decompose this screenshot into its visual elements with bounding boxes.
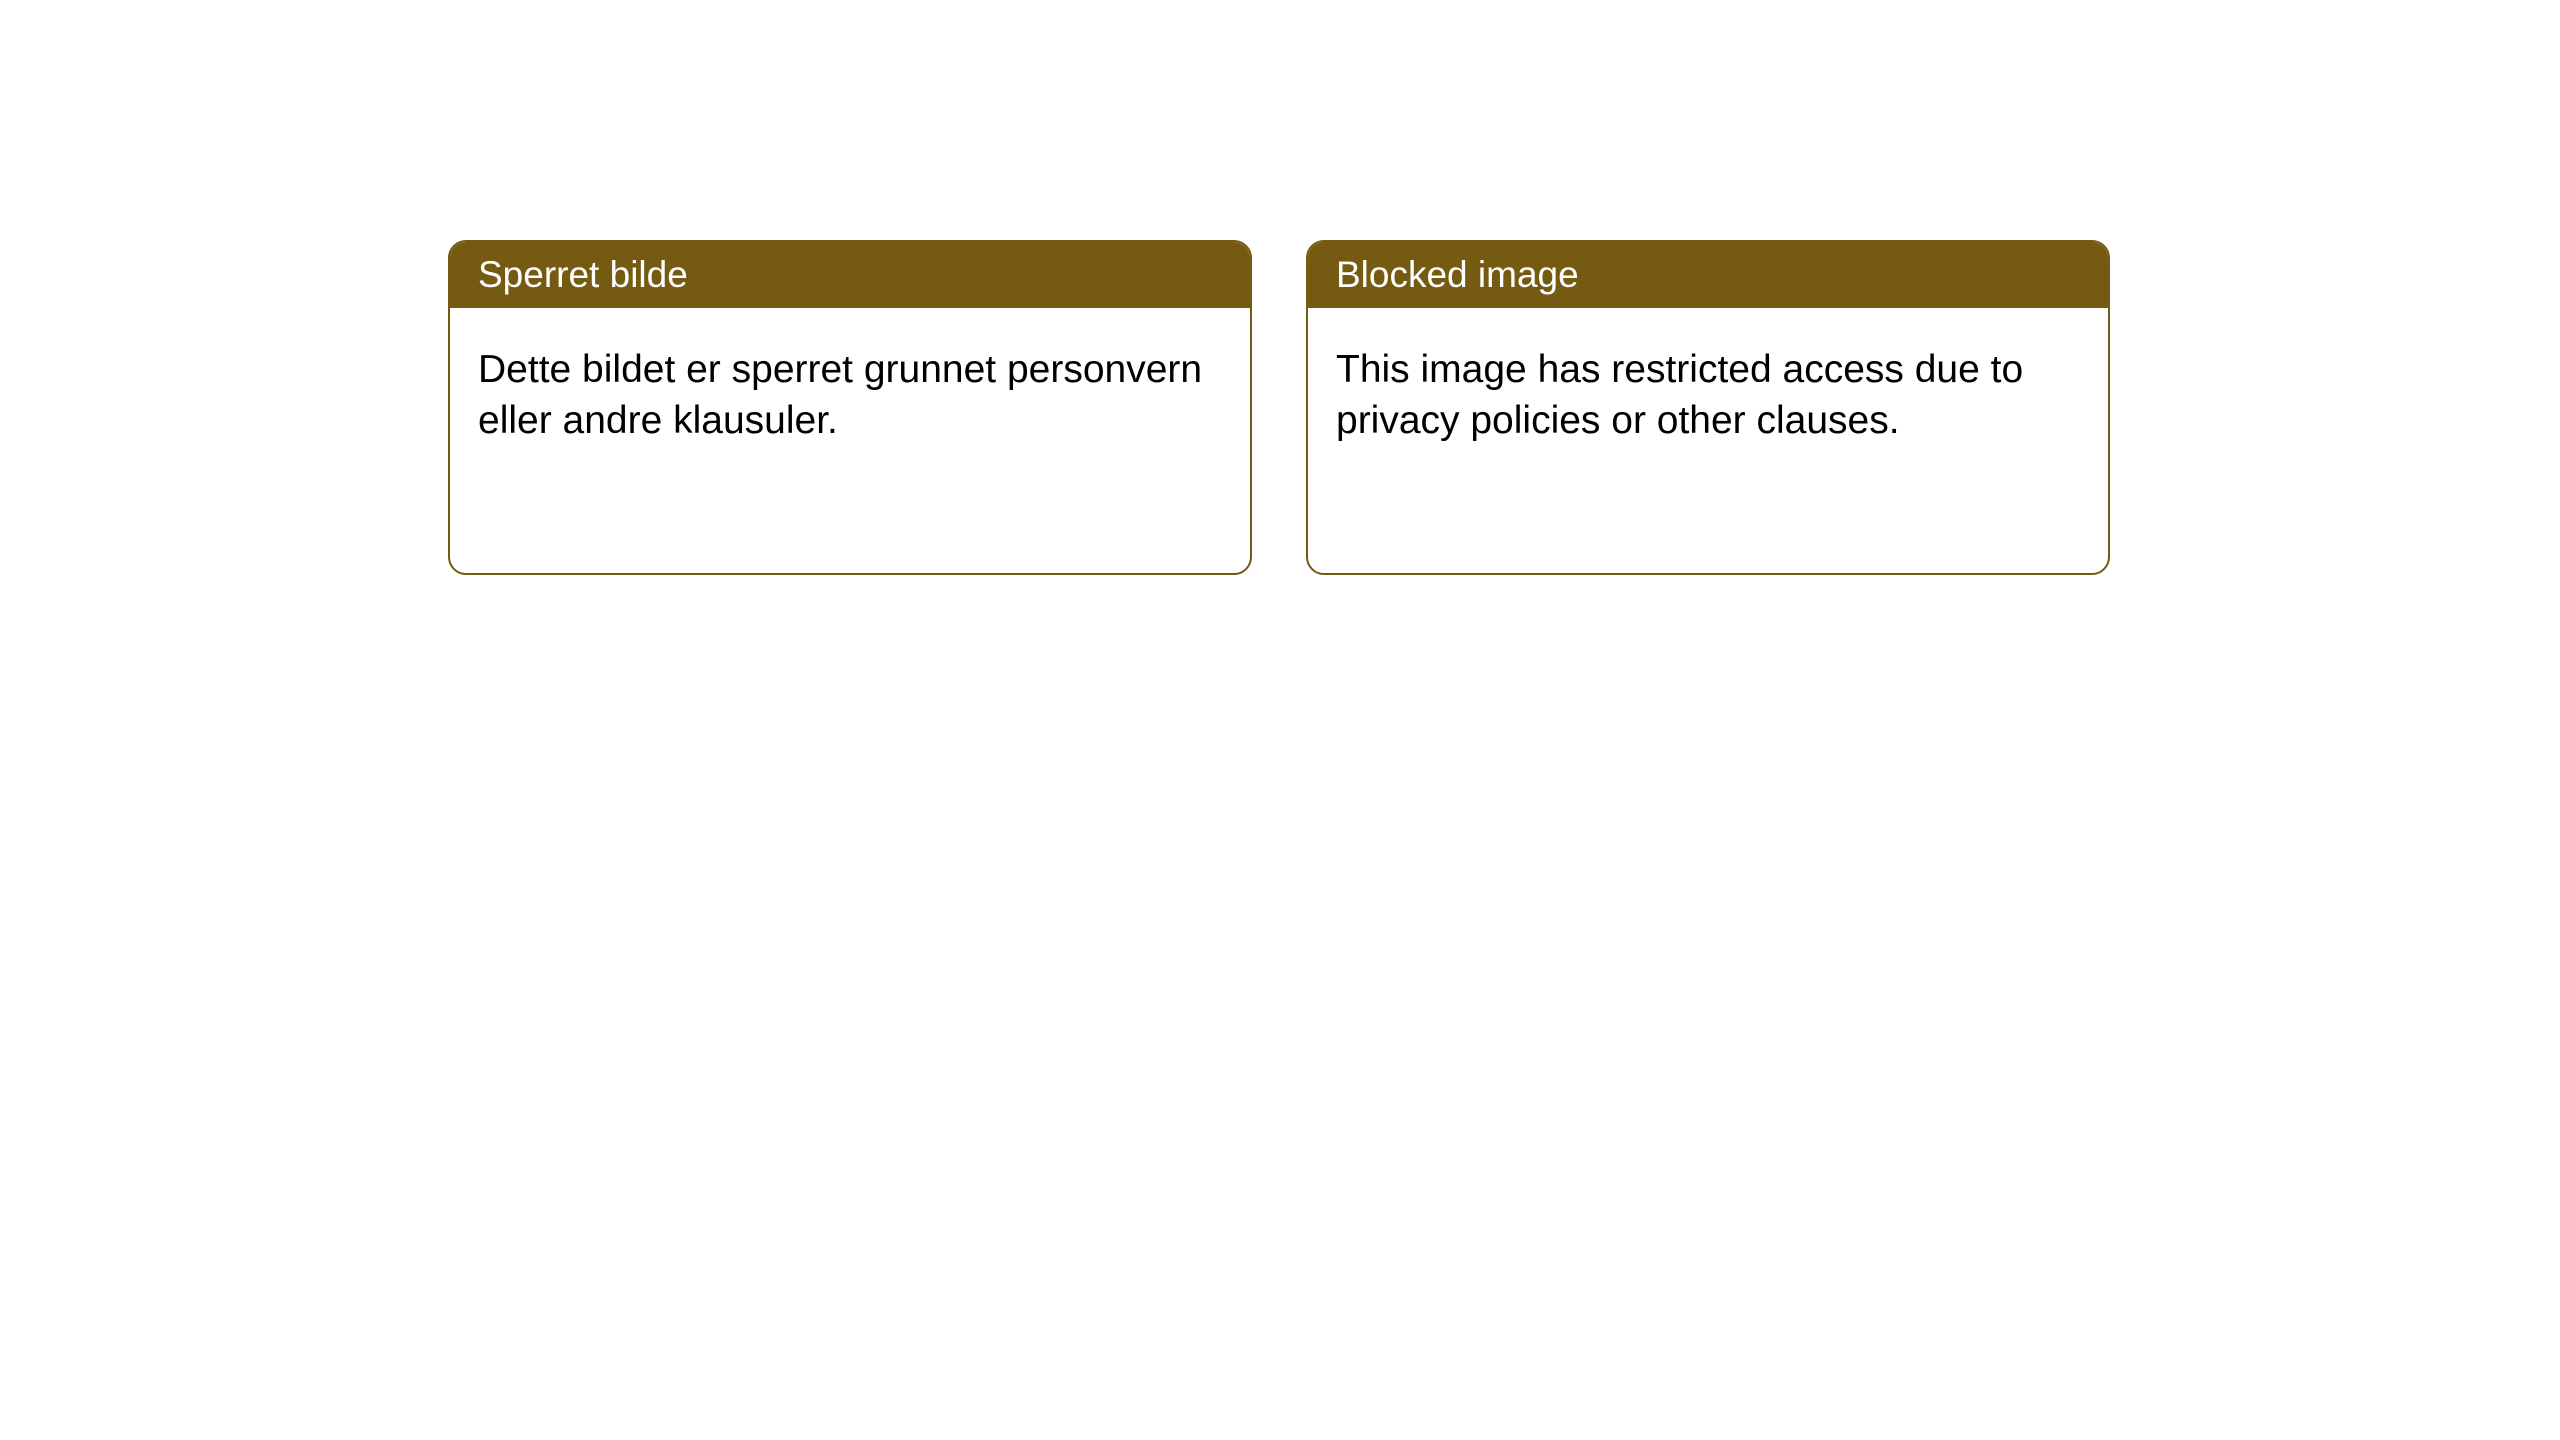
notice-title-english: Blocked image: [1308, 242, 2108, 308]
notice-body-norwegian: Dette bildet er sperret grunnet personve…: [450, 308, 1250, 483]
notice-container: Sperret bilde Dette bildet er sperret gr…: [448, 240, 2110, 575]
notice-title-norwegian: Sperret bilde: [450, 242, 1250, 308]
notice-card-english: Blocked image This image has restricted …: [1306, 240, 2110, 575]
notice-card-norwegian: Sperret bilde Dette bildet er sperret gr…: [448, 240, 1252, 575]
notice-body-english: This image has restricted access due to …: [1308, 308, 2108, 483]
